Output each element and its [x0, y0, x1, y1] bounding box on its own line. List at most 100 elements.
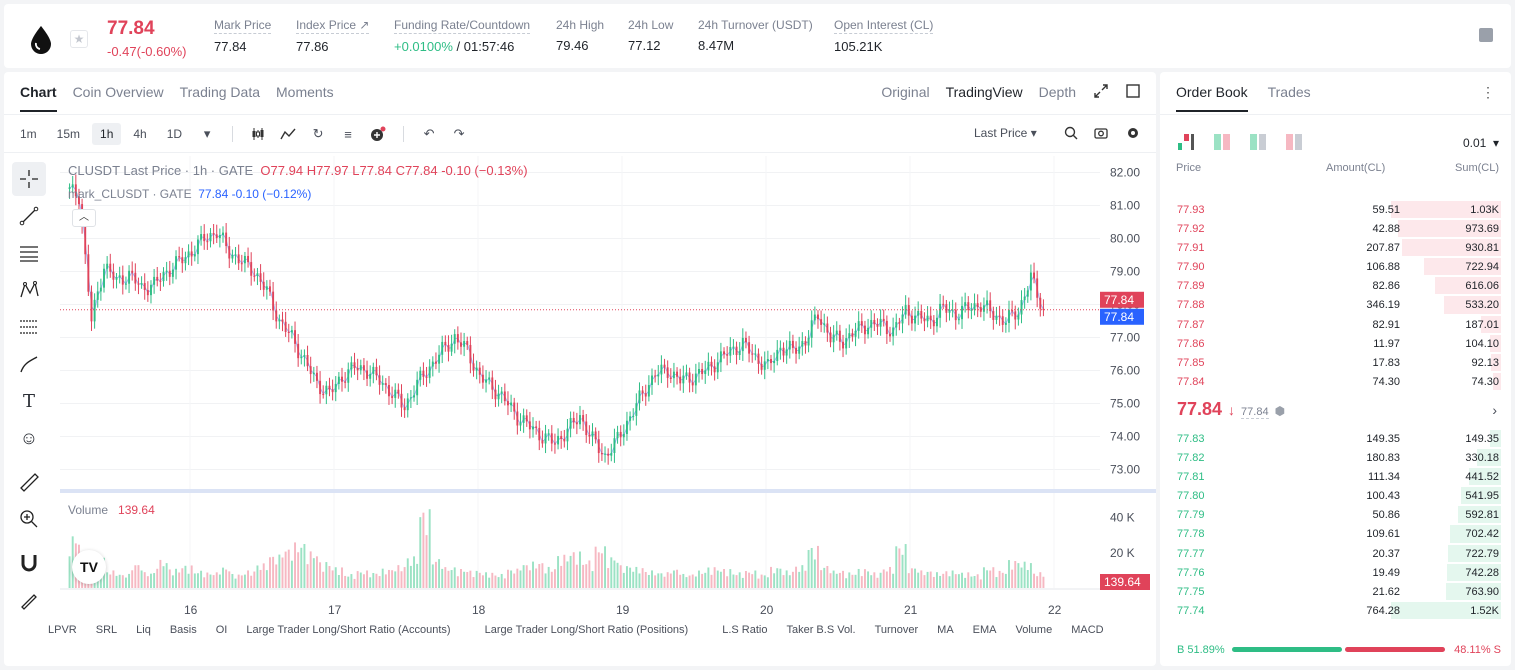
bid-row[interactable]: 77.74 764.28 1.52K [1160, 601, 1511, 620]
layout-split-icon[interactable] [1214, 134, 1230, 150]
indicator-tab[interactable]: OI [215, 624, 228, 636]
favorite-star-icon[interactable]: ★ [70, 30, 88, 48]
ask-row[interactable]: 77.88 346.19 533.20 [1160, 295, 1511, 314]
bid-row[interactable]: 77.78 109.61 702.42 [1160, 524, 1511, 543]
camera-icon[interactable] [1094, 126, 1108, 140]
refresh-icon[interactable]: ↻ [312, 126, 324, 141]
layout-bids-icon[interactable] [1250, 134, 1266, 150]
indicator-tab[interactable]: L.S Ratio [722, 624, 768, 636]
tab-order-book[interactable]: Order Book [1176, 84, 1248, 112]
bid-row[interactable]: 77.82 180.83 330.18 [1160, 448, 1511, 467]
chevron-right-icon[interactable]: › [1492, 402, 1497, 418]
bid-row[interactable]: 77.75 21.62 763.90 [1160, 582, 1511, 601]
ask-row[interactable]: 77.93 59.51 1.03K [1160, 200, 1511, 219]
book-icon[interactable] [1479, 28, 1493, 42]
bid-row[interactable]: 77.77 20.37 722.79 [1160, 544, 1511, 563]
indicator-tab[interactable]: MACD [1071, 624, 1104, 636]
bid-row[interactable]: 77.83 149.35 149.35 [1160, 429, 1511, 448]
indicator-tab[interactable]: Volume [1015, 624, 1053, 636]
indicator-tab[interactable]: Turnover [874, 624, 919, 636]
view-original[interactable]: Original [881, 84, 930, 100]
mid-price[interactable]: 77.84 ↓ 77.84 ⬢ [1177, 399, 1285, 420]
tab-trading-data[interactable]: Trading Data [179, 84, 261, 100]
crosshair-icon[interactable] [12, 162, 46, 196]
pencil-lock-icon[interactable] [12, 583, 46, 617]
stat-label: Mark Price [214, 18, 272, 34]
text-tool-icon[interactable]: T [22, 390, 35, 412]
expand-icon[interactable] [1094, 84, 1108, 98]
magnet-icon[interactable] [12, 546, 46, 580]
tab-coin-overview[interactable]: Coin Overview [72, 84, 164, 100]
indicator-tab[interactable]: Liq [136, 624, 151, 636]
indicator-tab[interactable]: EMA [972, 624, 997, 636]
ruler-icon[interactable] [12, 465, 46, 499]
layout-both-icon[interactable] [1178, 134, 1194, 150]
tab-moments[interactable]: Moments [276, 84, 334, 100]
fib-retracement-icon[interactable] [12, 310, 46, 344]
more-vertical-icon[interactable]: ⋮ [1481, 84, 1495, 100]
ask-row[interactable]: 77.85 17.83 92.13 [1160, 353, 1511, 372]
indicator-tab[interactable]: SRL [95, 624, 118, 636]
ask-row[interactable]: 77.90 106.88 722.94 [1160, 257, 1511, 276]
timeframe-15m[interactable]: 15m [56, 127, 81, 141]
bid-row[interactable]: 77.80 100.43 541.95 [1160, 486, 1511, 505]
candlestick-icon[interactable] [245, 124, 271, 144]
ask-row[interactable]: 77.84 74.30 74.30 [1160, 372, 1511, 391]
chevron-up-icon[interactable]: ︿ [72, 209, 96, 227]
view-depth[interactable]: Depth [1038, 84, 1076, 100]
view-tradingview[interactable]: TradingView [945, 84, 1023, 100]
ask-row[interactable]: 77.86 11.97 104.10 [1160, 334, 1511, 353]
indicator-tab[interactable]: Basis [169, 624, 197, 636]
bid-row[interactable]: 77.81 111.34 441.52 [1160, 467, 1511, 486]
volume-bar [1033, 573, 1036, 588]
candle-body [500, 391, 503, 394]
stat-mark-price[interactable]: Mark Price 77.84 [214, 18, 272, 54]
redo-icon[interactable]: ↷ [453, 126, 465, 141]
ask-row[interactable]: 77.89 82.86 616.06 [1160, 276, 1511, 295]
stat-open-interest[interactable]: Open Interest (CL) 105.21K [834, 18, 934, 54]
bid-row[interactable]: 77.76 19.49 742.28 [1160, 563, 1511, 582]
horizontal-lines-icon[interactable] [12, 236, 46, 270]
gear-icon[interactable] [1126, 126, 1140, 140]
indicator-tab[interactable]: Large Trader Long/Short Ratio (Accounts) [246, 624, 451, 636]
volume-bar [300, 547, 303, 588]
indicators-icon[interactable] [275, 124, 301, 144]
brush-icon[interactable] [12, 347, 46, 381]
stat-funding-rate[interactable]: Funding Rate/Countdown +0.0100% / 01:57:… [394, 18, 531, 54]
candle-body [957, 319, 960, 321]
stat-index-price[interactable]: Index Price ↗ 77.86 [296, 18, 370, 54]
indicator-tab[interactable]: LPVR [48, 624, 77, 636]
zoom-in-icon[interactable] [12, 502, 46, 536]
window-icon[interactable] [1126, 84, 1140, 98]
trendline-icon[interactable] [12, 199, 46, 233]
indicator-tab[interactable]: Taker B.S Vol. [786, 624, 856, 636]
timeframe-1h[interactable]: 1h [92, 123, 122, 145]
layout-asks-icon[interactable] [1286, 134, 1302, 150]
volume-bar [572, 552, 575, 588]
timeframe-1m[interactable]: 1m [20, 127, 37, 141]
ask-row[interactable]: 77.87 82.91 187.01 [1160, 315, 1511, 334]
bid-row[interactable]: 77.79 50.86 592.81 [1160, 505, 1511, 524]
chevron-down-icon[interactable]: ▾ [203, 126, 211, 141]
tradingview-logo-icon[interactable]: TV [72, 550, 106, 584]
list-icon[interactable]: ≡ [344, 126, 352, 142]
emoji-icon[interactable]: ☺ [19, 427, 39, 448]
indicator-tab[interactable]: Large Trader Long/Short Ratio (Positions… [484, 624, 689, 636]
ask-row[interactable]: 77.91 207.87 930.81 [1160, 238, 1511, 257]
volume-bar [716, 570, 719, 588]
add-indicator-icon[interactable] [365, 124, 391, 144]
indicator-tab[interactable]: MA [937, 624, 954, 636]
ask-row[interactable]: 77.92 42.88 973.69 [1160, 219, 1511, 238]
volume-bar [691, 574, 694, 588]
tab-trades[interactable]: Trades [1267, 84, 1311, 100]
timeframe-4h[interactable]: 4h [133, 127, 147, 141]
pattern-icon[interactable] [12, 273, 46, 307]
tick-size-select[interactable]: 0.01 ▾ [1463, 136, 1499, 150]
timeframe-1d[interactable]: 1D [166, 127, 183, 141]
price-chart[interactable]: 82.0081.0080.0079.0078.0077.0076.0075.00… [60, 156, 1156, 656]
undo-icon[interactable]: ↶ [423, 126, 435, 141]
chart-toolbar: 1m 15m 1h 4h 1D ▾ ↻ ≡ ↶ ↷ [12, 122, 472, 146]
search-icon[interactable] [1064, 126, 1078, 140]
tab-chart[interactable]: Chart [20, 84, 57, 112]
price-source-select[interactable]: Last Price ▾ [974, 126, 1037, 140]
